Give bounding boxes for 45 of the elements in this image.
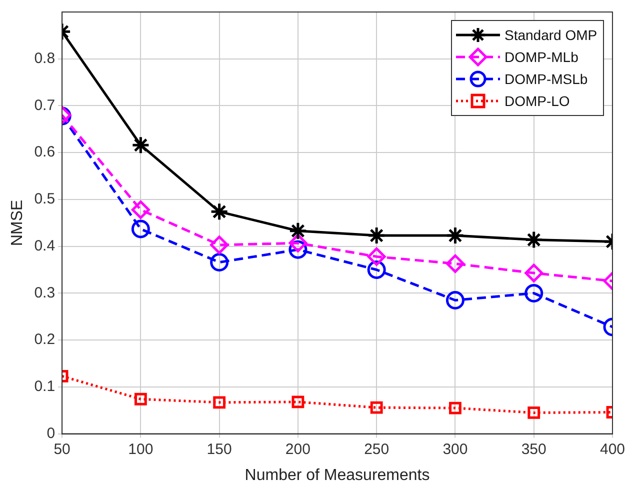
point [213,396,226,409]
y-tick-label: 0 [46,424,56,442]
point [370,401,383,414]
x-tick-label: 100 [128,440,154,458]
x-tick-label: 300 [442,440,468,458]
y-tick-label: 0.7 [34,96,56,114]
point [367,247,386,266]
point [131,220,150,238]
x-tick-label: 50 [54,440,70,458]
point [524,264,544,282]
point [367,226,386,245]
legend-label: DOMP-MSLb [504,71,588,87]
point [449,402,462,414]
point [131,136,150,154]
y-tick-label: 0.8 [34,50,56,68]
point [524,284,544,302]
y-tick-label: 0.4 [34,237,56,254]
point [134,392,147,406]
point [446,226,464,245]
y-axis-title: NMSE [9,200,26,246]
point [288,234,308,252]
legend-label: DOMP-MLb [504,49,578,65]
x-tick-label: 350 [521,440,546,458]
point [292,396,304,408]
x-tick-label: 250 [364,440,390,458]
point [210,202,229,221]
point [210,253,229,272]
point [524,230,544,250]
point [131,200,150,220]
x-tick-label: 150 [206,440,232,458]
x-tick-label: 400 [600,440,625,458]
point [528,406,540,419]
point [446,254,464,273]
point [446,290,464,310]
y-tick-label: 0.2 [34,331,56,348]
legend-label: Standard OMP [504,27,598,43]
y-tick-label: 0.1 [34,378,56,396]
y-tick-label: 0.3 [34,284,56,302]
x-axis-title: Number of Measurements [244,466,430,484]
x-tick-label: 200 [285,440,310,458]
legend-label: DOMP-LO [504,93,570,109]
point [288,222,308,240]
y-tick-label: 0.5 [34,190,56,208]
y-tick-label: 0.6 [34,144,56,161]
point [210,236,229,254]
